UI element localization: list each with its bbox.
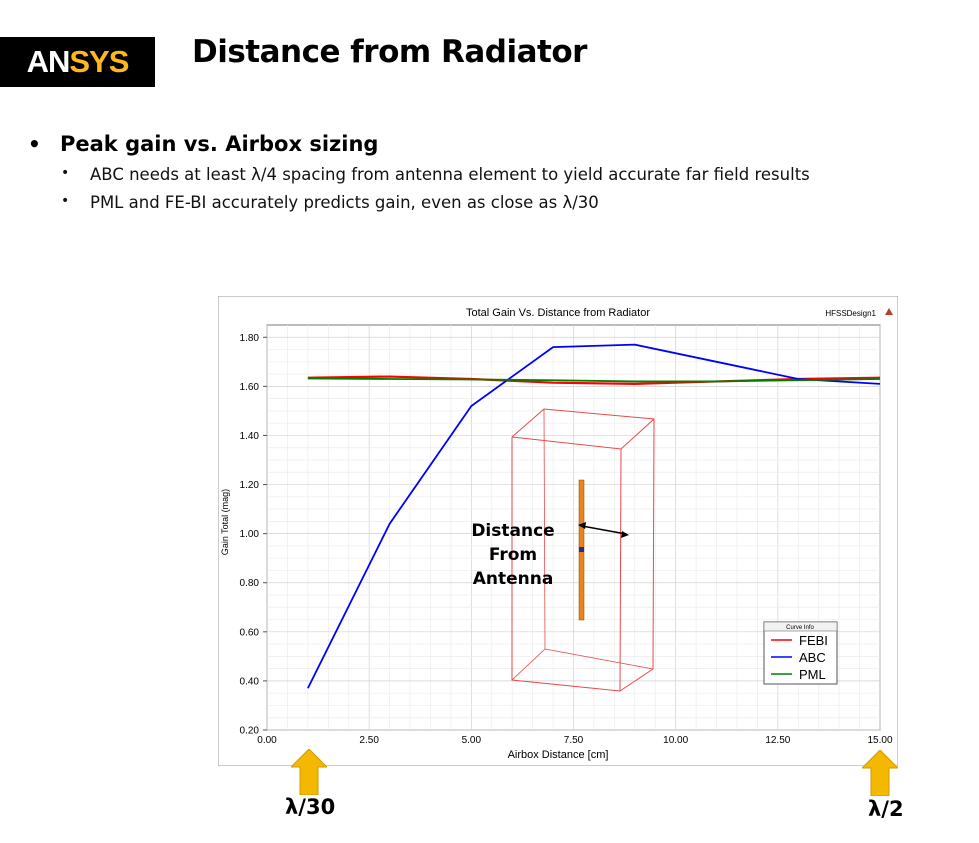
legend-item: PML xyxy=(799,667,826,682)
annotation-text: Distance From Antenna xyxy=(471,521,555,589)
ansys-logo: AN SYS xyxy=(0,37,155,87)
slide-title: Distance from Radiator xyxy=(192,34,587,70)
bullet-main: • Peak gain vs. Airbox sizing xyxy=(28,132,810,156)
x-tick-label: 5.00 xyxy=(462,735,482,746)
y-tick-label: 0.40 xyxy=(240,676,260,687)
lambda-2-marker: λ/2 xyxy=(868,797,904,821)
legend-title: Curve Info xyxy=(786,625,814,631)
left-arrow-icon xyxy=(291,749,327,795)
antenna-airbox-inset xyxy=(511,408,655,692)
bullet-list: • Peak gain vs. Airbox sizing • ABC need… xyxy=(28,132,810,212)
y-tick-label: 1.80 xyxy=(240,333,260,344)
y-tick-label: 1.60 xyxy=(240,382,260,393)
distance-annotation: Distance From Antenna xyxy=(448,519,578,591)
lambda-30-marker: λ/30 xyxy=(285,795,336,819)
series-line-pml xyxy=(307,377,881,383)
y-tick-label: 1.40 xyxy=(240,431,260,442)
tick-labels: 0.00 2.50 5.00 7.50 10.00 12.50 15.00 0.20 0.40 0… xyxy=(240,333,893,746)
y-tick-label: 1.20 xyxy=(240,480,260,491)
y-tick-label: 0.60 xyxy=(240,627,260,638)
legend: Curve Info FEBI ABC PML xyxy=(763,621,838,685)
x-tick-label: 7.50 xyxy=(564,735,584,746)
bullet-sub-text: ABC needs at least λ/4 spacing from ante… xyxy=(90,165,810,184)
right-arrow-icon xyxy=(862,750,898,796)
y-tick-label: 0.20 xyxy=(240,726,260,737)
x-axis-label: Airbox Distance [cm] xyxy=(508,749,609,761)
y-tick-label: 1.00 xyxy=(240,529,260,540)
legend-item: FEBI xyxy=(799,633,828,648)
gain-chart: Total Gain Vs. Distance from Radiator HF… xyxy=(218,296,898,766)
ansoft-logo-icon xyxy=(885,308,893,315)
x-tick-label: 15.00 xyxy=(867,735,892,746)
x-tick-label: 0.00 xyxy=(257,735,277,746)
logo-sys: SYS xyxy=(69,44,129,79)
logo-an: AN xyxy=(26,44,71,79)
design-label: HFSSDesign1 xyxy=(825,309,876,318)
grid xyxy=(266,324,881,731)
x-tick-label: 10.00 xyxy=(663,735,688,746)
y-tick-label: 0.80 xyxy=(240,578,260,589)
bullet-main-text: Peak gain vs. Airbox sizing xyxy=(60,132,379,156)
bullet-sub: • ABC needs at least λ/4 spacing from an… xyxy=(61,165,810,184)
legend-item: ABC xyxy=(799,650,826,665)
x-tick-label: 12.50 xyxy=(765,735,790,746)
series-line-febi xyxy=(307,375,881,386)
x-tick-label: 2.50 xyxy=(359,735,379,746)
series xyxy=(307,343,881,689)
y-axis-label: Gain Total (mag) xyxy=(220,489,230,555)
bullet-sub-text: PML and FE-BI accurately predicts gain, … xyxy=(90,193,599,212)
series-line-abc xyxy=(307,343,881,689)
chart-title: Total Gain Vs. Distance from Radiator xyxy=(466,307,650,319)
chart-svg: Total Gain Vs. Distance from Radiator HF… xyxy=(218,296,898,766)
bullet-sub: • PML and FE-BI accurately predicts gain… xyxy=(61,193,810,212)
bullet-dot-icon: • xyxy=(61,193,70,209)
bullet-dot-icon: • xyxy=(61,165,70,181)
bullet-dot-icon: • xyxy=(28,132,41,156)
